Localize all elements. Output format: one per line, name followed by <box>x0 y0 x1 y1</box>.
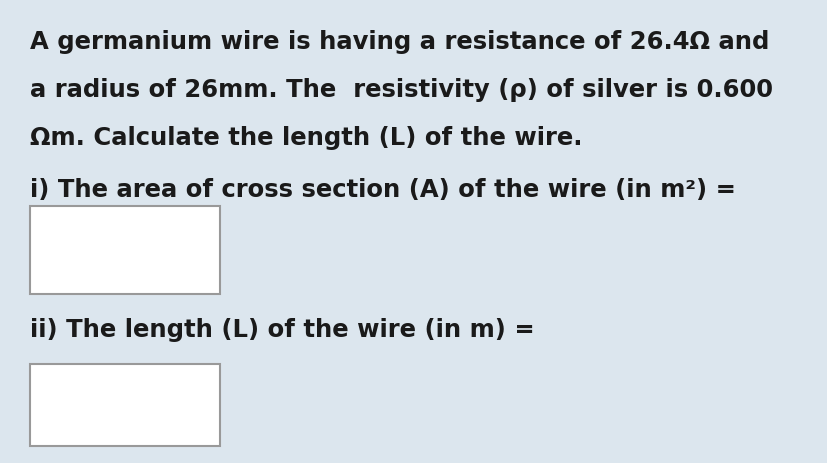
Text: A germanium wire is having a resistance of 26.4Ω and: A germanium wire is having a resistance … <box>30 30 768 54</box>
Text: ii) The length (L) of the wire (in m) =: ii) The length (L) of the wire (in m) = <box>30 317 534 341</box>
Text: i) The area of cross section (A) of the wire (in m²) =: i) The area of cross section (A) of the … <box>30 178 735 201</box>
Text: a radius of 26mm. The  resistivity (ρ) of silver is 0.600: a radius of 26mm. The resistivity (ρ) of… <box>30 78 772 102</box>
FancyBboxPatch shape <box>30 206 220 294</box>
Text: Ωm. Calculate the length (L) of the wire.: Ωm. Calculate the length (L) of the wire… <box>30 126 582 150</box>
FancyBboxPatch shape <box>30 364 220 446</box>
